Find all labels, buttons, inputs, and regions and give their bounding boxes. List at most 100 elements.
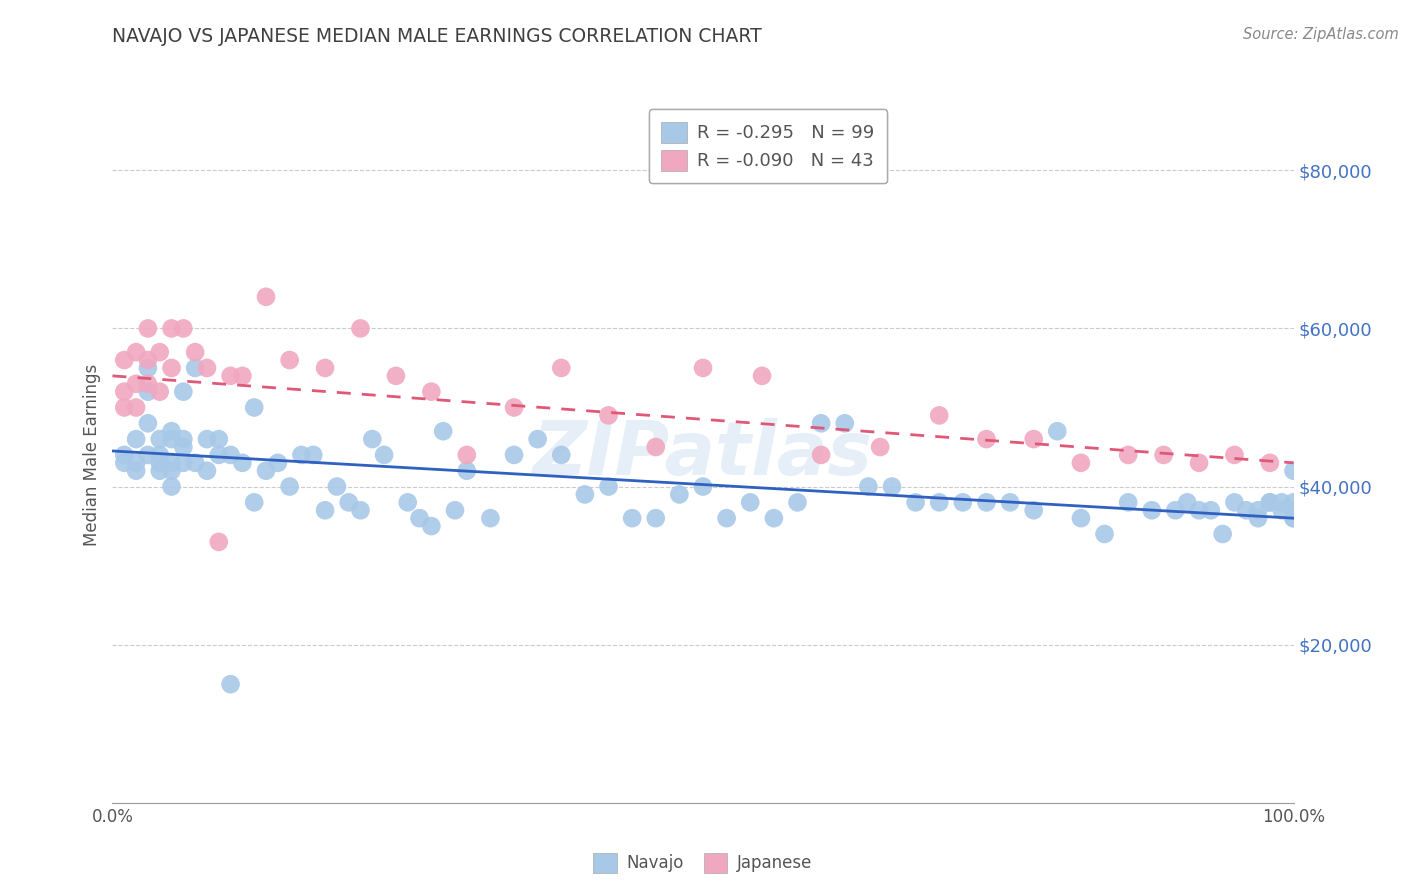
Point	[1164, 503, 1187, 517]
Point	[208, 535, 231, 549]
Point	[1234, 503, 1257, 517]
Point	[456, 464, 478, 478]
Point	[810, 448, 832, 462]
Point	[160, 432, 183, 446]
Point	[716, 511, 738, 525]
Point	[184, 361, 207, 376]
Point	[172, 321, 194, 335]
Point	[231, 368, 253, 383]
Point	[810, 417, 832, 431]
Point	[598, 479, 620, 493]
Point	[550, 448, 572, 462]
Text: NAVAJO VS JAPANESE MEDIAN MALE EARNINGS CORRELATION CHART: NAVAJO VS JAPANESE MEDIAN MALE EARNINGS …	[112, 27, 762, 45]
Point	[136, 448, 159, 462]
Point	[692, 479, 714, 493]
Point	[550, 361, 572, 376]
Point	[928, 495, 950, 509]
Point	[479, 511, 502, 525]
Point	[195, 464, 218, 478]
Point	[231, 456, 253, 470]
Point	[1175, 495, 1198, 509]
Point	[420, 519, 443, 533]
Point	[149, 448, 172, 462]
Point	[1258, 495, 1281, 509]
Point	[136, 321, 159, 335]
Point	[751, 368, 773, 383]
Point	[267, 456, 290, 470]
Point	[952, 495, 974, 509]
Text: Source: ZipAtlas.com: Source: ZipAtlas.com	[1243, 27, 1399, 42]
Point	[125, 345, 148, 359]
Point	[136, 361, 159, 376]
Point	[184, 456, 207, 470]
Point	[740, 495, 762, 509]
Text: ZIPatlas: ZIPatlas	[533, 418, 873, 491]
Point	[396, 495, 419, 509]
Point	[172, 384, 194, 399]
Point	[160, 361, 183, 376]
Point	[290, 448, 312, 462]
Point	[149, 432, 172, 446]
Point	[1094, 527, 1116, 541]
Point	[1247, 503, 1270, 517]
Point	[160, 479, 183, 493]
Point	[976, 432, 998, 446]
Point	[208, 448, 231, 462]
Point	[1271, 503, 1294, 517]
Point	[574, 487, 596, 501]
Point	[786, 495, 808, 509]
Point	[149, 456, 172, 470]
Point	[1282, 503, 1305, 517]
Point	[136, 384, 159, 399]
Point	[219, 448, 242, 462]
Point	[1188, 456, 1211, 470]
Point	[1223, 495, 1246, 509]
Point	[598, 409, 620, 423]
Point	[1247, 511, 1270, 525]
Point	[361, 432, 384, 446]
Point	[349, 321, 371, 335]
Point	[1282, 464, 1305, 478]
Point	[172, 456, 194, 470]
Point	[692, 361, 714, 376]
Point	[1140, 503, 1163, 517]
Point	[278, 353, 301, 368]
Point	[1282, 511, 1305, 525]
Y-axis label: Median Male Earnings: Median Male Earnings	[83, 364, 101, 546]
Point	[1116, 448, 1139, 462]
Point	[254, 464, 277, 478]
Point	[503, 448, 526, 462]
Point	[112, 353, 135, 368]
Point	[149, 464, 172, 478]
Point	[373, 448, 395, 462]
Point	[149, 384, 172, 399]
Point	[420, 384, 443, 399]
Point	[278, 479, 301, 493]
Point	[125, 464, 148, 478]
Point	[160, 456, 183, 470]
Point	[326, 479, 349, 493]
Point	[1199, 503, 1222, 517]
Point	[314, 503, 336, 517]
Point	[1022, 432, 1045, 446]
Point	[834, 417, 856, 431]
Point	[149, 345, 172, 359]
Point	[1258, 495, 1281, 509]
Point	[160, 424, 183, 438]
Point	[337, 495, 360, 509]
Point	[172, 440, 194, 454]
Point	[526, 432, 548, 446]
Point	[858, 479, 880, 493]
Point	[1188, 503, 1211, 517]
Point	[456, 448, 478, 462]
Point	[219, 368, 242, 383]
Point	[208, 432, 231, 446]
Point	[1282, 495, 1305, 509]
Point	[1046, 424, 1069, 438]
Point	[1153, 448, 1175, 462]
Point	[904, 495, 927, 509]
Point	[408, 511, 430, 525]
Point	[314, 361, 336, 376]
Point	[349, 503, 371, 517]
Point	[1258, 456, 1281, 470]
